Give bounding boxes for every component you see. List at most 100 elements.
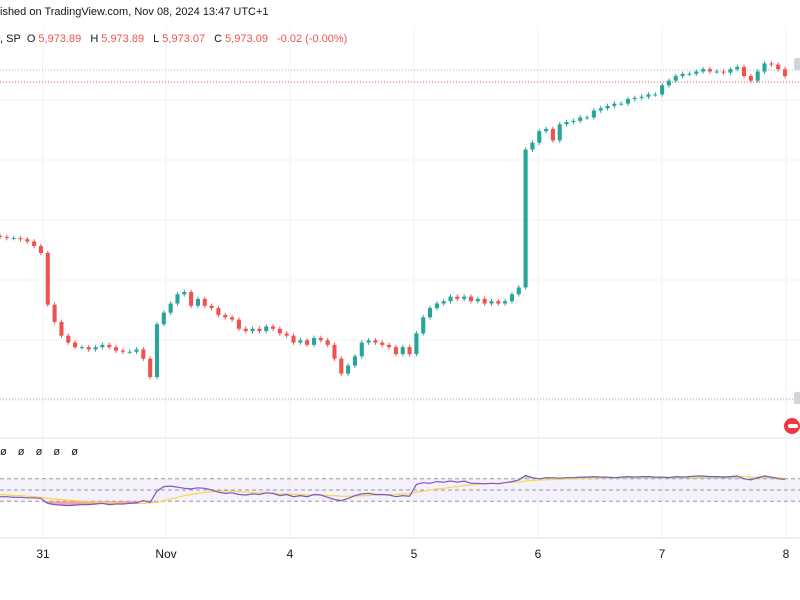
candle-body	[455, 296, 460, 299]
candle-body	[782, 69, 788, 77]
price-scale-marker-top[interactable]	[794, 58, 800, 70]
change-label: -0.02 (-0.00%)	[277, 33, 348, 45]
candle-body	[393, 347, 398, 355]
ohlc-legend: , SP O 5,973.89 H 5,973.89 L 5,973.07 C 5,97…	[0, 33, 350, 45]
candle-body	[311, 337, 317, 345]
low-label: L 5,973.07	[153, 33, 206, 45]
rsi-value-4: ø	[71, 446, 78, 458]
candle-body	[380, 342, 385, 345]
candle-body	[202, 298, 207, 306]
candle-body	[346, 365, 351, 374]
candle-body	[482, 298, 487, 304]
candle-body	[632, 97, 637, 100]
candle-body	[86, 347, 91, 350]
rsi-pane	[0, 437, 800, 507]
candle-body	[557, 124, 562, 141]
candle-body	[257, 328, 262, 332]
candle-body	[318, 337, 323, 341]
candle-body	[107, 344, 112, 348]
rsi-oversold-fill	[0, 501, 785, 506]
price-scale-marker-bottom[interactable]	[794, 392, 800, 404]
candle-body	[45, 252, 50, 305]
candle-body	[660, 85, 665, 95]
candle-body	[216, 308, 221, 315]
candle-body	[762, 63, 767, 72]
candle-body	[646, 94, 651, 97]
price-alert-icon[interactable]	[784, 418, 800, 434]
rsi-value-3: ø	[53, 446, 61, 458]
x-tick-label-3: 5	[411, 547, 418, 561]
candle-body	[673, 76, 678, 81]
candle-body	[612, 103, 617, 106]
candle-body	[707, 69, 712, 72]
candle-body	[714, 71, 719, 73]
candle-body	[598, 108, 603, 111]
x-tick-label-4: 6	[535, 547, 542, 561]
candle-body	[32, 241, 37, 247]
candle-body	[134, 349, 139, 352]
candle-body	[325, 340, 330, 345]
candle-body	[339, 358, 344, 374]
candle-body	[468, 296, 474, 302]
rsi-line	[0, 474, 786, 507]
candle-body	[407, 347, 412, 355]
candle-body	[776, 64, 781, 70]
candle-body	[141, 349, 146, 359]
published-header: ished on TradingView.com, Nov 08, 2024 1…	[0, 6, 269, 18]
candle-body	[427, 308, 433, 318]
candle-body	[769, 63, 774, 65]
price-level-lines	[0, 69, 800, 400]
candle-body	[639, 96, 644, 98]
candle-body	[571, 120, 576, 123]
candlestick-series	[0, 61, 788, 380]
candle-body	[741, 66, 747, 77]
candle-body	[516, 287, 521, 295]
candle-body	[73, 342, 78, 348]
candle-body	[564, 122, 569, 125]
candle-body	[414, 333, 419, 355]
candle-body	[530, 142, 535, 150]
rsi-legend: ø ø ø ø ø	[0, 446, 86, 458]
candle-body	[359, 342, 364, 357]
candle-body	[93, 347, 98, 350]
candle-body	[230, 317, 235, 320]
candle-body	[605, 105, 610, 109]
candle-body	[243, 328, 248, 332]
chart-grid	[0, 28, 800, 538]
candle-body	[352, 356, 358, 366]
candle-body	[277, 328, 282, 334]
candle-body	[270, 326, 276, 329]
candle-body	[168, 303, 173, 313]
candle-body	[653, 94, 658, 96]
candle-body	[223, 315, 228, 318]
candle-body	[728, 69, 733, 73]
candle-body	[537, 131, 542, 143]
candle-body	[25, 239, 30, 242]
candle-body	[0, 235, 3, 237]
candle-body	[666, 80, 672, 86]
candle-body	[366, 340, 371, 343]
x-tick-label-6: 8	[783, 547, 790, 561]
candle-body	[680, 73, 685, 77]
candle-body	[264, 326, 269, 332]
candle-body	[544, 128, 549, 132]
symbol-label: , SP	[0, 33, 21, 45]
x-tick-label-5: 7	[659, 547, 666, 561]
x-tick-label-1: Nov	[155, 547, 176, 561]
candle-body	[182, 292, 187, 295]
published-text: ished on TradingView.com, Nov 08, 2024 1…	[0, 6, 269, 18]
candle-body	[250, 328, 255, 332]
candle-body	[735, 66, 740, 70]
candle-body	[584, 117, 590, 119]
candle-body	[18, 238, 23, 240]
candle-body	[209, 305, 214, 309]
rsi-value-1: ø	[17, 446, 25, 458]
candle-body	[284, 333, 289, 336]
candle-body	[113, 347, 119, 351]
candle-body	[701, 69, 706, 72]
candle-body	[236, 319, 241, 329]
candle-body	[305, 340, 310, 345]
candle-body	[578, 117, 583, 121]
candle-body	[434, 303, 439, 309]
